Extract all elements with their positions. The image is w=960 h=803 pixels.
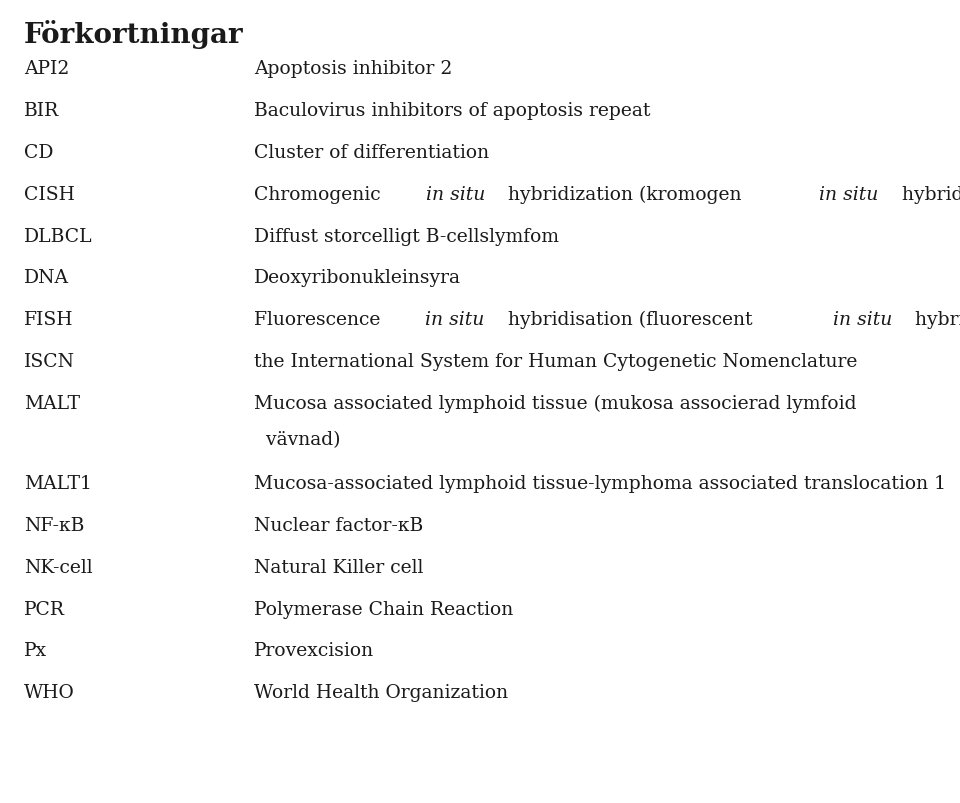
Text: vävnad): vävnad) — [254, 431, 341, 449]
Text: NK-cell: NK-cell — [24, 558, 92, 576]
Text: the International System for Human Cytogenetic Nomenclature: the International System for Human Cytog… — [254, 353, 858, 370]
Text: in situ: in situ — [819, 185, 878, 203]
Text: Px: Px — [24, 642, 47, 659]
Text: FISH: FISH — [24, 311, 74, 328]
Text: BIR: BIR — [24, 102, 60, 120]
Text: DNA: DNA — [24, 269, 69, 287]
Text: NF-κB: NF-κB — [24, 516, 84, 534]
Text: hybridisation (fluorescent: hybridisation (fluorescent — [502, 311, 758, 329]
Text: Mucosa-associated lymphoid tissue-lymphoma associated translocation 1: Mucosa-associated lymphoid tissue-lympho… — [254, 475, 947, 492]
Text: MALT: MALT — [24, 394, 80, 412]
Text: DLBCL: DLBCL — [24, 227, 92, 245]
Text: WHO: WHO — [24, 683, 75, 701]
Text: Cluster of differentiation: Cluster of differentiation — [254, 144, 490, 161]
Text: CISH: CISH — [24, 185, 75, 203]
Text: Baculovirus inhibitors of apoptosis repeat: Baculovirus inhibitors of apoptosis repe… — [254, 102, 651, 120]
Text: hybridization (kromogen: hybridization (kromogen — [502, 185, 748, 204]
Text: Diffust storcelligt B-cellslymfom: Diffust storcelligt B-cellslymfom — [254, 227, 560, 245]
Text: Polymerase Chain Reaction: Polymerase Chain Reaction — [254, 600, 514, 618]
Text: Deoxyribonukleinsyra: Deoxyribonukleinsyra — [254, 269, 462, 287]
Text: CD: CD — [24, 144, 54, 161]
Text: Provexcision: Provexcision — [254, 642, 374, 659]
Text: hybridisering): hybridisering) — [909, 311, 960, 329]
Text: in situ: in situ — [832, 311, 892, 328]
Text: API2: API2 — [24, 60, 69, 78]
Text: hybridisering): hybridisering) — [896, 185, 960, 204]
Text: World Health Organization: World Health Organization — [254, 683, 509, 701]
Text: Apoptosis inhibitor 2: Apoptosis inhibitor 2 — [254, 60, 453, 78]
Text: in situ: in situ — [425, 185, 485, 203]
Text: PCR: PCR — [24, 600, 65, 618]
Text: MALT1: MALT1 — [24, 475, 92, 492]
Text: in situ: in situ — [425, 311, 485, 328]
Text: Natural Killer cell: Natural Killer cell — [254, 558, 423, 576]
Text: ISCN: ISCN — [24, 353, 75, 370]
Text: Förkortningar: Förkortningar — [24, 20, 244, 49]
Text: Mucosa associated lymphoid tissue (mukosa associerad lymfoid: Mucosa associated lymphoid tissue (mukos… — [254, 394, 857, 413]
Text: Chromogenic: Chromogenic — [254, 185, 387, 203]
Text: Fluorescence: Fluorescence — [254, 311, 387, 328]
Text: Nuclear factor-κB: Nuclear factor-κB — [254, 516, 423, 534]
